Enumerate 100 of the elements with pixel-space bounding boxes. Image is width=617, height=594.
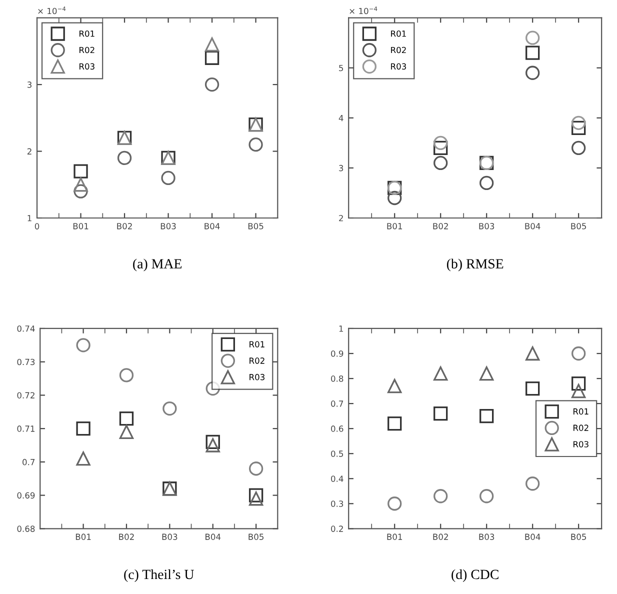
legend-label: R02 xyxy=(250,358,264,364)
y-tick-label: 0.74 xyxy=(17,325,35,332)
point xyxy=(76,338,90,352)
x-tick-label: B05 xyxy=(571,534,586,540)
point xyxy=(434,156,448,170)
legend-label: R02 xyxy=(80,46,94,54)
y-tick-label: 0.2 xyxy=(331,526,343,532)
y-tick-label: 1 xyxy=(339,326,343,332)
legend-label: R01 xyxy=(250,341,264,348)
x-tick-label: B04 xyxy=(525,223,540,230)
x-tick-label: B05 xyxy=(571,223,586,230)
x-tick-label: B01 xyxy=(387,534,402,540)
point xyxy=(480,366,494,381)
point xyxy=(248,138,263,152)
y-tick-label: 1 xyxy=(28,215,32,222)
x-axis-title: (c) Theil’s U xyxy=(124,569,194,582)
y-tick-label: 3 xyxy=(339,164,344,172)
point xyxy=(162,401,177,416)
y-tick-label: 0.7 xyxy=(22,458,35,466)
x-tick-label: B02 xyxy=(117,223,132,230)
point xyxy=(434,489,448,504)
point xyxy=(571,346,586,361)
x-tick-label: B02 xyxy=(119,534,134,540)
y-tick-label: 0.4 xyxy=(331,476,344,482)
y-tick-label: 2 xyxy=(27,148,32,154)
point xyxy=(119,411,134,426)
point xyxy=(248,462,264,476)
x-tick-label: B05 xyxy=(248,223,264,230)
x-tick-label: B02 xyxy=(433,223,448,230)
x-axis-title: (d) CDC xyxy=(452,569,498,582)
point xyxy=(434,406,448,421)
x-tick-label: B04 xyxy=(206,534,221,540)
point xyxy=(526,476,540,491)
x-tick-label: B01 xyxy=(387,223,402,230)
y-tick-label: 2 xyxy=(339,214,343,222)
legend-label: R02 xyxy=(391,46,406,54)
y-tick-label: 0.68 xyxy=(17,526,35,532)
x-tick-label: B05 xyxy=(248,534,264,540)
point xyxy=(74,184,88,198)
legend-label: R03 xyxy=(391,63,406,70)
point xyxy=(571,120,586,136)
legend-label: R01 xyxy=(391,30,406,37)
legend-label: R01 xyxy=(574,408,588,415)
point xyxy=(388,496,402,511)
point xyxy=(248,492,264,506)
y-tick-label: 0.8 xyxy=(331,376,344,382)
point xyxy=(388,378,402,394)
point xyxy=(248,488,264,502)
point xyxy=(204,37,220,52)
point xyxy=(480,408,494,424)
x-tick-label: B03 xyxy=(479,534,494,540)
x-tick-label: B04 xyxy=(525,534,540,540)
point xyxy=(119,424,134,439)
y-tick-label: 0.69 xyxy=(17,492,35,499)
point xyxy=(434,136,448,150)
y-tick-label: 0.3 xyxy=(331,500,344,507)
y-tick-label: 0.5 xyxy=(331,450,344,457)
x-tick-label: B01 xyxy=(73,223,88,230)
point xyxy=(526,30,540,45)
point xyxy=(526,66,540,80)
x-tick-label: B03 xyxy=(162,534,178,540)
point xyxy=(480,489,494,504)
point xyxy=(119,368,134,382)
point xyxy=(204,50,220,65)
x-tick-label: B03 xyxy=(479,223,494,230)
text: × 10$^{−4}$ xyxy=(350,6,378,14)
text: × 10$^{−4}$ xyxy=(38,6,66,14)
point xyxy=(434,140,448,156)
point xyxy=(204,77,220,92)
legend-label: R03 xyxy=(80,63,94,70)
point xyxy=(388,190,402,206)
legend-label: R02 xyxy=(574,424,588,431)
point xyxy=(571,140,586,156)
text: 0 xyxy=(34,223,40,230)
x-tick-label: B03 xyxy=(160,223,176,230)
x-axis-title: (a) MAE xyxy=(133,258,182,272)
point xyxy=(76,421,90,436)
y-tick-label: 0.72 xyxy=(17,392,34,398)
point xyxy=(480,176,494,190)
point xyxy=(161,170,176,186)
point xyxy=(571,376,586,391)
point xyxy=(526,381,540,396)
point xyxy=(206,438,220,452)
x-axis-title: (b) RMSE xyxy=(446,258,504,272)
y-tick-label: 3 xyxy=(27,82,32,88)
y-tick-label: 5 xyxy=(339,64,344,72)
point xyxy=(388,416,402,431)
x-tick-label: B01 xyxy=(76,534,91,540)
y-tick-label: 0.9 xyxy=(331,350,344,357)
x-tick-label: B04 xyxy=(204,223,220,230)
point xyxy=(571,116,586,130)
y-tick-label: 0.6 xyxy=(331,426,344,432)
point xyxy=(206,434,220,449)
point xyxy=(434,366,448,381)
y-tick-label: 4 xyxy=(338,115,344,122)
point xyxy=(571,384,586,398)
point xyxy=(76,452,90,466)
legend-label: R03 xyxy=(250,374,264,380)
y-tick-label: 0.71 xyxy=(17,426,34,432)
point xyxy=(74,164,88,178)
